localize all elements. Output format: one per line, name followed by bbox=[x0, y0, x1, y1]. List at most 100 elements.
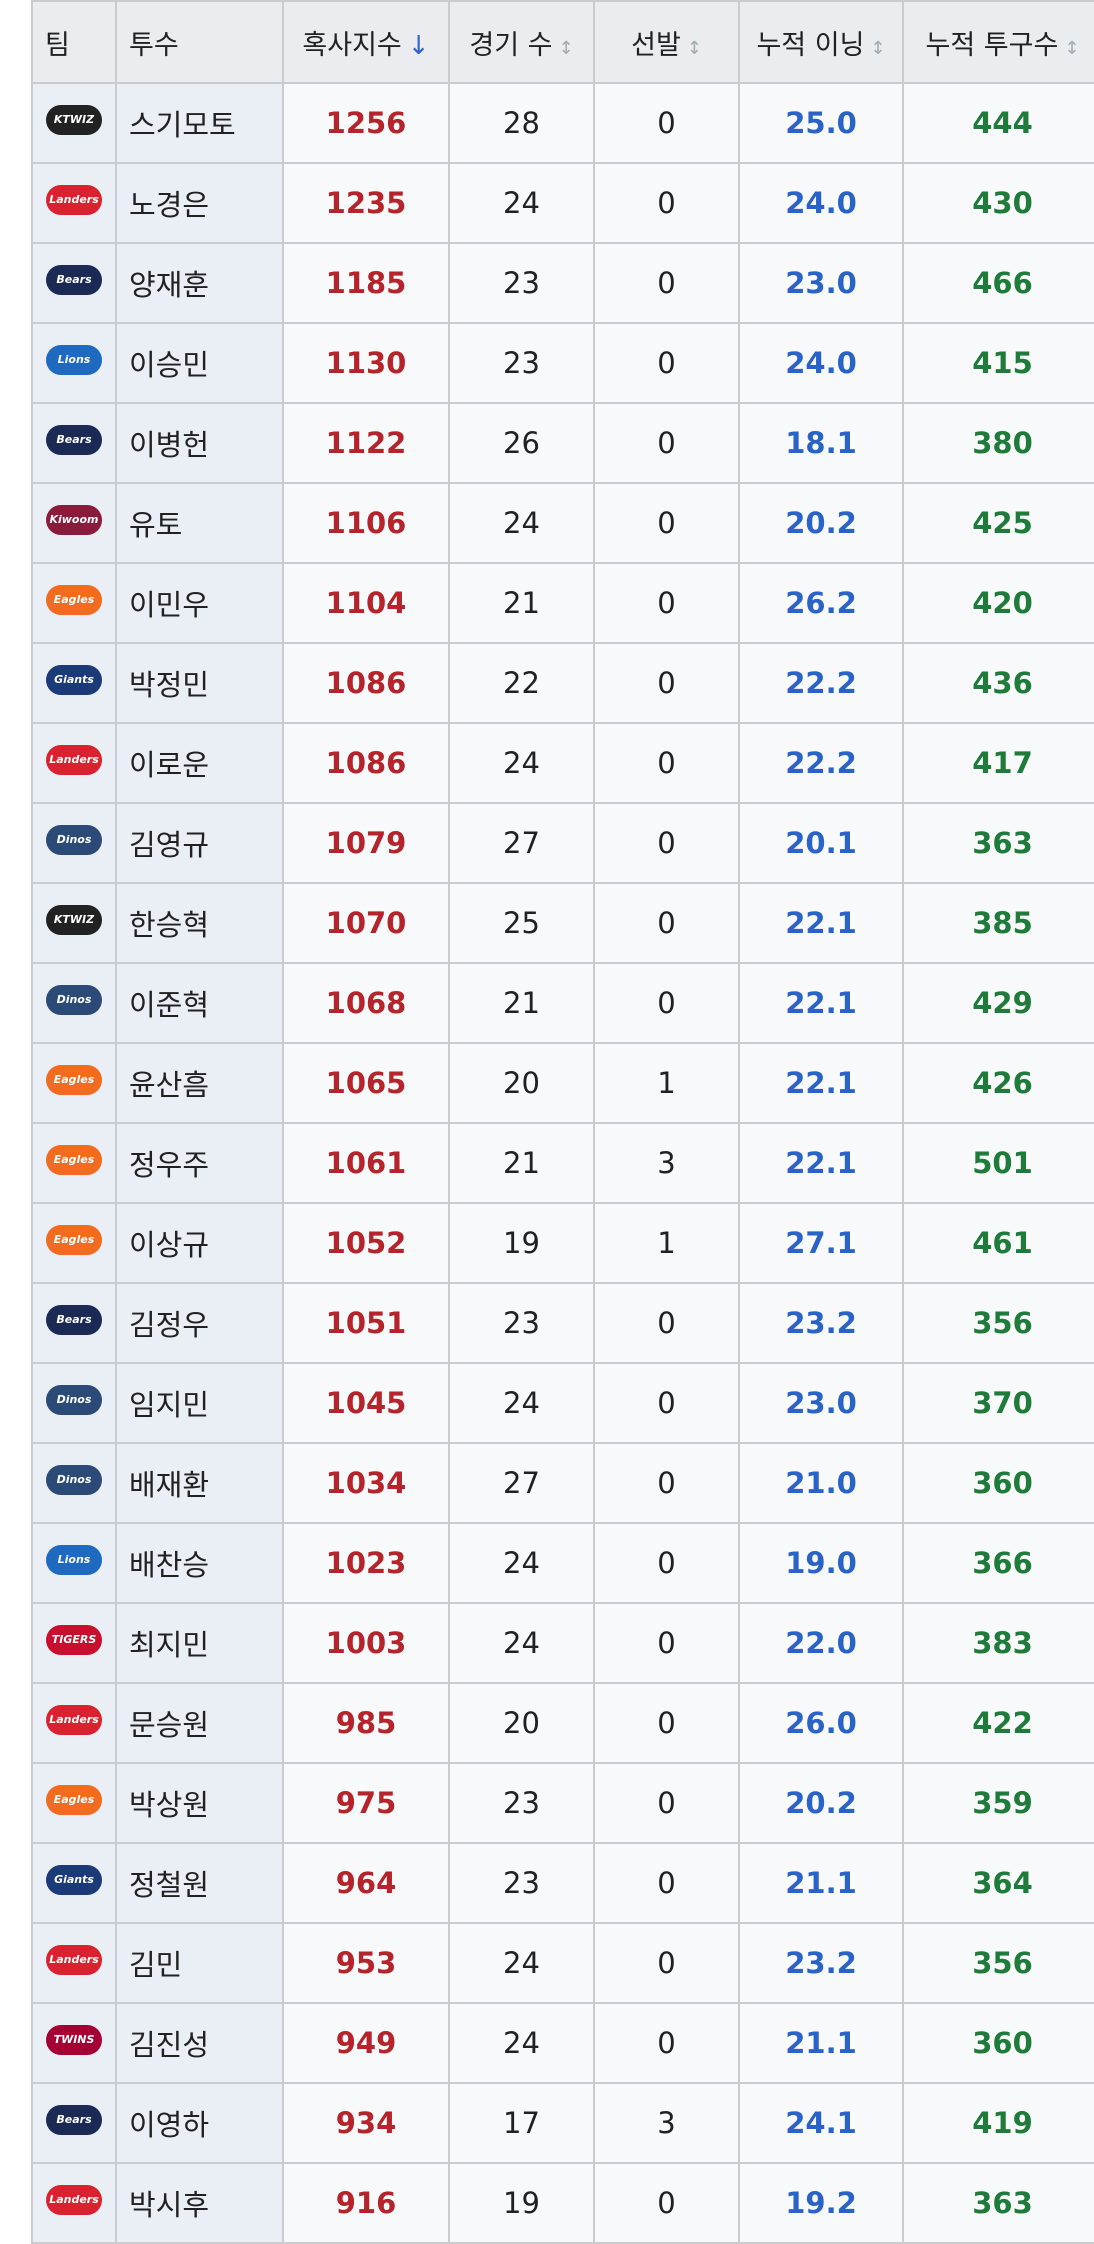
table-cell: 24 bbox=[448, 1522, 595, 1604]
sort-icon[interactable]: ↕ bbox=[870, 37, 886, 59]
table-cell: 스기모토 bbox=[115, 82, 284, 164]
table-cell: Bears bbox=[31, 1282, 117, 1364]
table-cell: Landers bbox=[31, 1682, 117, 1764]
team-logo: KTWIZ bbox=[46, 104, 102, 135]
table-cell: 1106 bbox=[282, 482, 450, 564]
team-logo: Eagles bbox=[46, 1784, 102, 1815]
table-cell: 1045 bbox=[282, 1362, 450, 1444]
table-cell: 360 bbox=[902, 1442, 1094, 1524]
team-logo: Bears bbox=[46, 2104, 102, 2135]
table-row: Giants 정철원 964 23 0 21.1 364 bbox=[31, 1842, 1094, 1924]
table-cell: 28 bbox=[448, 82, 595, 164]
table-cell: 이병헌 bbox=[115, 402, 284, 484]
table-row: Eagles 이민우 1104 21 0 26.2 420 bbox=[31, 562, 1094, 644]
team-logo: Bears bbox=[46, 1304, 102, 1335]
table-cell: 0 bbox=[593, 722, 740, 804]
table-cell: 21 bbox=[448, 962, 595, 1044]
ranking-table: 팀 투수 혹사지수 ↓ 경기 수 ↕ 선발 ↕ 누적 이닝 ↕ 누적 투구수 ↕ KTWIZ 스기모토 1… bbox=[31, 0, 1094, 2244]
table-cell: 1061 bbox=[282, 1122, 450, 1204]
table-cell: 501 bbox=[902, 1122, 1094, 1204]
team-logo: TIGERS bbox=[46, 1624, 102, 1655]
table-cell: 0 bbox=[593, 2002, 740, 2084]
table-cell: 985 bbox=[282, 1682, 450, 1764]
table-cell: 22.0 bbox=[738, 1602, 904, 1684]
table-cell: 24 bbox=[448, 1362, 595, 1444]
table-wrap: 팀 투수 혹사지수 ↓ 경기 수 ↕ 선발 ↕ 누적 이닝 ↕ 누적 투구수 ↕ KTWIZ 스기모토 1… bbox=[31, 0, 1094, 2244]
table-cell: 425 bbox=[902, 482, 1094, 564]
table-cell: 0 bbox=[593, 162, 740, 244]
table-cell: 356 bbox=[902, 1282, 1094, 1364]
table-cell: 0 bbox=[593, 1762, 740, 1844]
team-logo: Dinos bbox=[46, 824, 102, 855]
table-row: Landers 이로운 1086 24 0 22.2 417 bbox=[31, 722, 1094, 804]
table-cell: Kiwoom bbox=[31, 482, 117, 564]
team-logo: Dinos bbox=[46, 1384, 102, 1415]
table-cell: 1235 bbox=[282, 162, 450, 244]
sort-icon[interactable]: ↕ bbox=[558, 37, 574, 59]
table-row: Eagles 이상규 1052 19 1 27.1 461 bbox=[31, 1202, 1094, 1284]
table-cell: Landers bbox=[31, 722, 117, 804]
table-cell: 26.0 bbox=[738, 1682, 904, 1764]
sort-icon[interactable]: ↓ bbox=[407, 30, 430, 61]
table-cell: 1185 bbox=[282, 242, 450, 324]
table-cell: 975 bbox=[282, 1762, 450, 1844]
table-row: KTWIZ 스기모토 1256 28 0 25.0 444 bbox=[31, 82, 1094, 164]
table-cell: 0 bbox=[593, 1842, 740, 1924]
header-text: 선발 bbox=[631, 29, 681, 61]
sort-icon[interactable]: ↕ bbox=[686, 37, 702, 59]
header-text: 투수 bbox=[129, 29, 179, 61]
table-cell: 0 bbox=[593, 2162, 740, 2244]
column-header[interactable]: 누적 이닝 ↕ bbox=[738, 0, 904, 84]
team-logo: Landers bbox=[46, 744, 102, 775]
table-cell: 1023 bbox=[282, 1522, 450, 1604]
table-cell: 임지민 bbox=[115, 1362, 284, 1444]
team-logo: TWINS bbox=[46, 2024, 102, 2055]
table-row: Eagles 윤산흠 1065 20 1 22.1 426 bbox=[31, 1042, 1094, 1124]
table-cell: 1104 bbox=[282, 562, 450, 644]
table-cell: 359 bbox=[902, 1762, 1094, 1844]
table-row: Bears 양재훈 1185 23 0 23.0 466 bbox=[31, 242, 1094, 324]
table-row: Dinos 이준혁 1068 21 0 22.1 429 bbox=[31, 962, 1094, 1044]
table-cell: 364 bbox=[902, 1842, 1094, 1924]
table-cell: 22.1 bbox=[738, 1122, 904, 1204]
table-cell: 429 bbox=[902, 962, 1094, 1044]
table-cell: 21.1 bbox=[738, 1842, 904, 1924]
sort-icon[interactable]: ↕ bbox=[1064, 37, 1080, 59]
table-cell: Eagles bbox=[31, 1042, 117, 1124]
table-cell: 0 bbox=[593, 1602, 740, 1684]
column-header[interactable]: 혹사지수 ↓ bbox=[282, 0, 450, 84]
column-header[interactable]: 선발 ↕ bbox=[593, 0, 740, 84]
table-cell: TWINS bbox=[31, 2002, 117, 2084]
table-cell: 이로운 bbox=[115, 722, 284, 804]
table-cell: 0 bbox=[593, 322, 740, 404]
table-cell: 문승원 bbox=[115, 1682, 284, 1764]
table-cell: 김민 bbox=[115, 1922, 284, 2004]
table-cell: 27 bbox=[448, 802, 595, 884]
table-cell: 430 bbox=[902, 162, 1094, 244]
table-row: Lions 이승민 1130 23 0 24.0 415 bbox=[31, 322, 1094, 404]
column-header: 투수 bbox=[115, 0, 284, 84]
table-cell: 노경은 bbox=[115, 162, 284, 244]
column-header[interactable]: 경기 수 ↕ bbox=[448, 0, 595, 84]
table-cell: 20.2 bbox=[738, 482, 904, 564]
column-header: 팀 bbox=[31, 0, 117, 84]
table-cell: 363 bbox=[902, 802, 1094, 884]
table-cell: 24 bbox=[448, 1602, 595, 1684]
table-cell: 426 bbox=[902, 1042, 1094, 1124]
column-header[interactable]: 누적 투구수 ↕ bbox=[902, 0, 1094, 84]
table-cell: Bears bbox=[31, 2082, 117, 2164]
table-cell: 21.0 bbox=[738, 1442, 904, 1524]
table-cell: 1086 bbox=[282, 642, 450, 724]
table-row: Bears 이병헌 1122 26 0 18.1 380 bbox=[31, 402, 1094, 484]
table-row: Bears 김정우 1051 23 0 23.2 356 bbox=[31, 1282, 1094, 1364]
team-logo: Eagles bbox=[46, 1064, 102, 1095]
table-cell: 이민우 bbox=[115, 562, 284, 644]
table-cell: 김영규 bbox=[115, 802, 284, 884]
table-row: Landers 김민 953 24 0 23.2 356 bbox=[31, 1922, 1094, 2004]
table-row: TWINS 김진성 949 24 0 21.1 360 bbox=[31, 2002, 1094, 2084]
table-cell: 19.0 bbox=[738, 1522, 904, 1604]
table-cell: 1 bbox=[593, 1042, 740, 1124]
table-cell: 24 bbox=[448, 482, 595, 564]
table-cell: 유토 bbox=[115, 482, 284, 564]
team-logo: Giants bbox=[46, 664, 102, 695]
